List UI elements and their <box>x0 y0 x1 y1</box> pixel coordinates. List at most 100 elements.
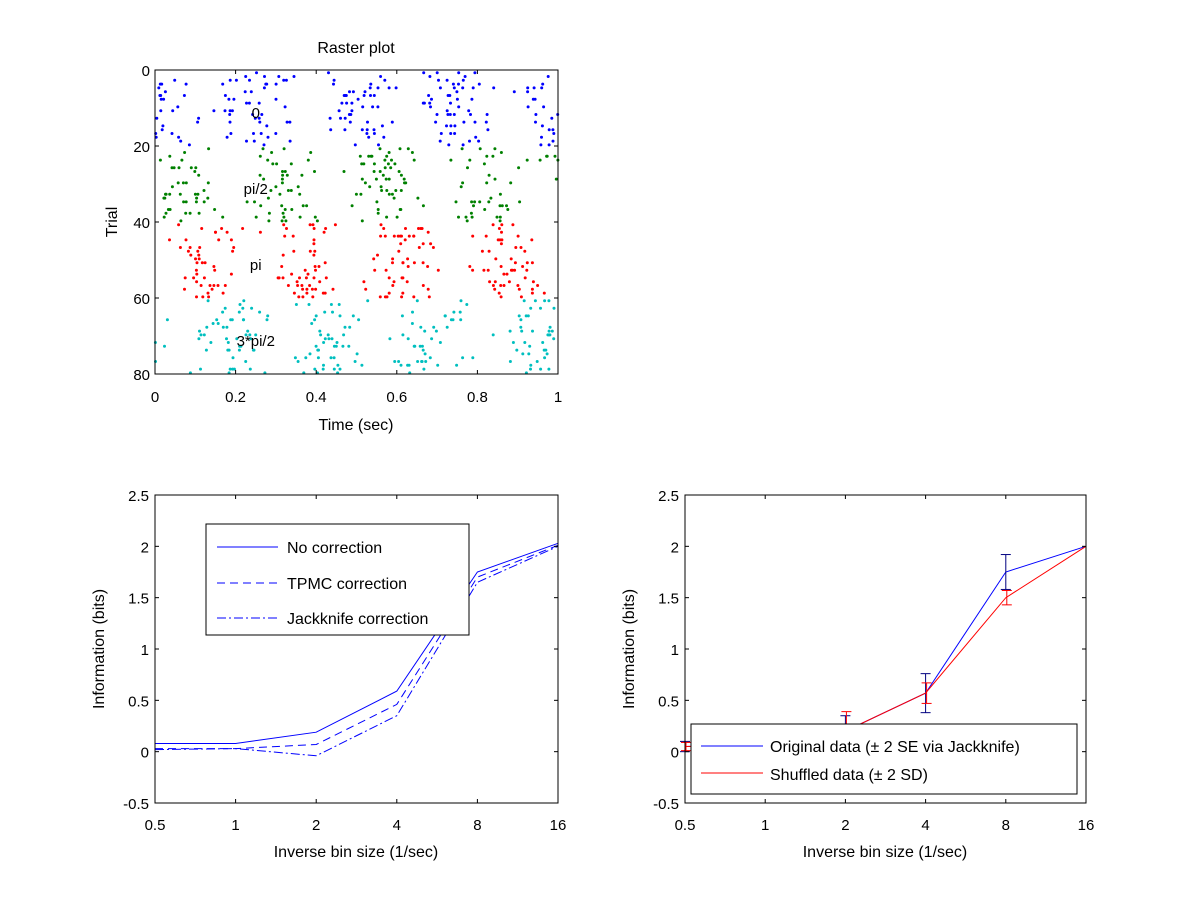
spike-dot <box>473 200 477 204</box>
spike-dot <box>308 249 312 253</box>
spike-dot <box>423 329 427 333</box>
spike-dot <box>262 86 266 90</box>
shuffle-legend-box <box>690 723 1078 795</box>
spike-dot <box>387 192 391 196</box>
spike-dot <box>301 287 305 291</box>
spike-dot <box>385 295 389 299</box>
spike-dot <box>506 208 510 211</box>
y-tick-label: 1 <box>671 642 679 659</box>
spike-dot <box>547 333 551 337</box>
spike-dot <box>517 166 521 170</box>
spike-dot <box>241 227 245 230</box>
y-tick-label: 2.5 <box>128 488 149 505</box>
spike-dot <box>421 204 425 208</box>
spike-dot <box>445 325 449 329</box>
spike-dot <box>402 177 406 181</box>
spike-dot <box>163 344 166 348</box>
spike-dot <box>439 132 443 135</box>
spike-dot <box>412 295 416 299</box>
spike-dot <box>498 215 502 219</box>
spike-dot <box>312 253 316 257</box>
spike-dot <box>404 227 407 230</box>
spike-dot <box>311 223 315 227</box>
spike-dot <box>366 120 369 124</box>
spike-dot <box>318 329 322 333</box>
spike-dot <box>168 154 172 158</box>
spike-dot <box>184 211 188 215</box>
spike-dot <box>254 333 258 337</box>
spike-dot <box>404 181 408 185</box>
spike-dot <box>482 162 486 166</box>
spike-dot <box>305 204 309 208</box>
spike-dot <box>539 306 542 310</box>
spike-dot <box>350 101 354 105</box>
spike-dot <box>329 303 333 306</box>
legend-label-original: Original data (± 2 SE via Jackknife) <box>770 739 1020 756</box>
correction-x-ticks: 0.5 1 2 4 8 16 <box>145 495 566 834</box>
spike-dot <box>376 208 380 211</box>
spike-dot <box>457 105 461 109</box>
spike-dot <box>243 90 247 94</box>
spike-dot <box>485 113 489 116</box>
spike-dot <box>221 82 225 86</box>
spike-dot <box>183 151 187 154</box>
spike-dot <box>258 173 262 177</box>
spike-dot <box>360 177 364 181</box>
spike-dot <box>531 97 535 101</box>
spike-dot <box>401 333 405 337</box>
spike-dot <box>184 200 188 204</box>
spike-dot <box>369 154 373 158</box>
spike-dot <box>554 177 558 181</box>
spike-dot <box>228 367 232 371</box>
spike-dot <box>292 249 296 253</box>
spike-dot <box>238 344 242 348</box>
spike-dot <box>486 268 490 272</box>
spike-dot <box>493 177 497 181</box>
spike-dot <box>459 318 463 322</box>
spike-dot <box>229 318 233 322</box>
spike-dot <box>495 215 499 219</box>
spike-dot <box>432 325 436 329</box>
spike-dot <box>197 116 201 120</box>
spike-dot <box>282 78 286 82</box>
spike-dot <box>178 246 182 249</box>
x-tick-label: 1 <box>231 817 239 834</box>
y-tick-label: 80 <box>133 367 150 384</box>
spike-dot <box>459 299 463 303</box>
spike-dot <box>332 82 335 86</box>
spike-dot <box>203 261 207 265</box>
spike-dot <box>429 105 432 109</box>
spike-dot <box>335 341 339 344</box>
spike-dot <box>221 310 225 314</box>
spike-dot <box>394 189 398 192</box>
spike-dot <box>453 124 457 128</box>
raster-x-ticks: 0 0.2 0.4 0.6 0.8 1 <box>151 70 562 406</box>
spike-dot <box>451 82 455 86</box>
spike-dot <box>248 367 252 371</box>
spike-dot <box>334 344 338 348</box>
spike-dot <box>310 287 314 291</box>
x-tick-label: 0.8 <box>467 389 488 406</box>
spike-dot <box>545 154 549 158</box>
spike-dot <box>342 170 346 173</box>
spike-dot <box>351 90 355 94</box>
shuffle-y-ticks: -0.5 0 0.5 1 1.5 2 2.5 <box>653 488 1086 813</box>
spike-dot <box>232 97 236 101</box>
raster-spikes <box>153 71 560 375</box>
spike-dot <box>449 124 453 128</box>
spike-dot <box>308 284 312 287</box>
spike-dot <box>253 200 256 204</box>
spike-dot <box>371 105 375 109</box>
spike-dot <box>452 113 456 116</box>
spike-dot <box>314 268 317 272</box>
spike-dot <box>323 310 327 314</box>
spike-dot <box>423 352 427 356</box>
spike-dot <box>471 356 475 360</box>
spike-dot <box>283 208 287 211</box>
spike-dot <box>461 181 465 185</box>
spike-dot <box>313 170 316 173</box>
spike-dot <box>374 177 378 181</box>
spike-dot <box>430 337 434 341</box>
spike-dot <box>552 337 556 341</box>
spike-dot <box>412 234 416 238</box>
